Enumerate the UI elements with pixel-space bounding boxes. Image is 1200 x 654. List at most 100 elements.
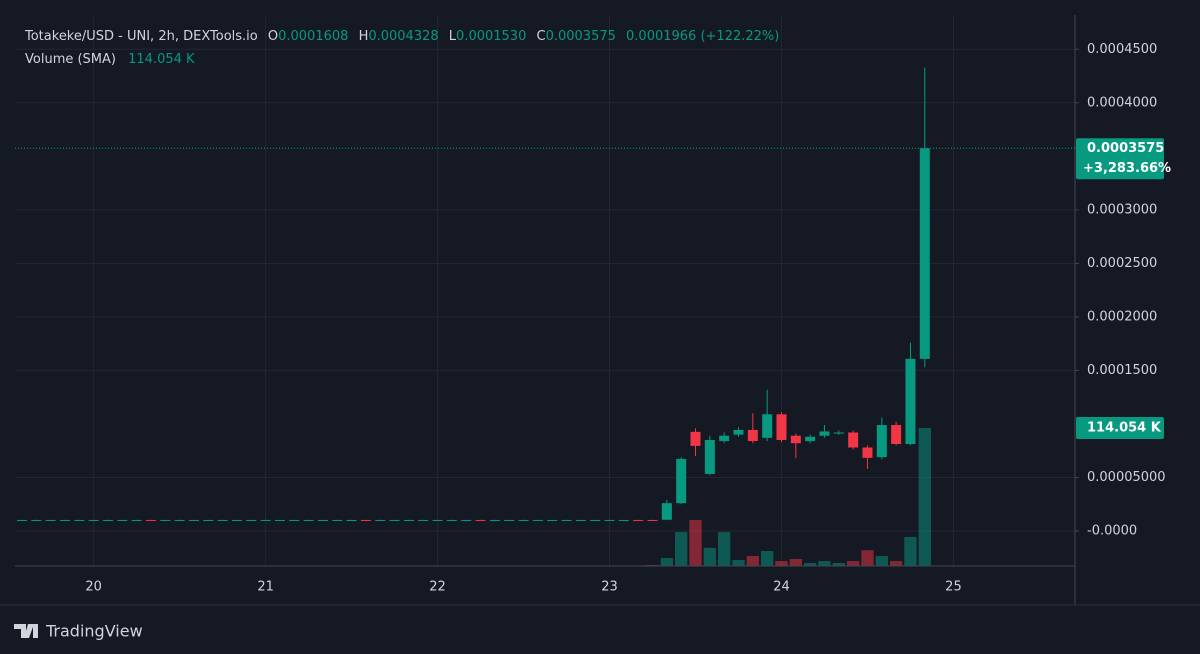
brand: TradingView [14, 622, 143, 641]
x-tick-label: 24 [773, 580, 790, 595]
legend-value: 0.0001530 [456, 29, 526, 44]
candle-body [332, 519, 343, 521]
volume-title: Volume (SMA) [25, 52, 116, 67]
candle-body [74, 519, 85, 521]
y-tick-label: 0.0001500 [1087, 363, 1157, 378]
legend-value: 0.0004328 [368, 29, 438, 44]
volume-bar [803, 562, 817, 566]
candle-body [59, 519, 70, 521]
candle-body [819, 431, 830, 436]
candle-body [174, 519, 185, 521]
candle-body [647, 519, 658, 521]
candle-body [805, 436, 816, 442]
volume-bar [889, 561, 903, 566]
grid [15, 15, 1075, 566]
candle-body [217, 519, 228, 521]
legend-key: O [268, 29, 278, 44]
candle-body [475, 519, 486, 521]
volume-bar [689, 520, 702, 566]
y-tick-label: 0.0004000 [1087, 95, 1157, 110]
candle-body [389, 519, 400, 521]
x-tick-label: 22 [429, 580, 446, 595]
candle-body [231, 519, 242, 521]
volume-bar [746, 555, 759, 566]
volume-bar [732, 559, 745, 566]
candle-body [160, 519, 171, 521]
y-tick-label: 0.00005000 [1087, 470, 1166, 485]
volume-bar [760, 550, 774, 566]
volume-bar [703, 547, 717, 566]
last-change-label: +3,283.66% [1083, 161, 1171, 176]
candle-body [131, 519, 142, 521]
candle-body [432, 519, 443, 521]
legend-key: C [537, 29, 546, 44]
y-tick-label: 0.0004500 [1087, 42, 1157, 57]
volume-bar [832, 562, 845, 566]
candle-body [604, 519, 615, 521]
candle-body [862, 447, 873, 458]
candle-body [633, 519, 644, 521]
candle-body [762, 414, 773, 438]
volume-bar [904, 536, 917, 566]
x-tick-label: 25 [945, 580, 962, 595]
volume-legend: Volume (SMA) 114.054 K [25, 52, 195, 67]
legend-key: H [359, 29, 369, 44]
candle-body [375, 519, 386, 521]
x-tick-label: 21 [257, 580, 274, 595]
candle-body [547, 519, 558, 521]
candle-body [117, 519, 128, 521]
volume-bar [875, 555, 888, 566]
volume-bar [718, 532, 731, 566]
volume-bar [675, 532, 688, 566]
candle-body [418, 519, 429, 521]
candle-body [246, 519, 257, 521]
brand-name: TradingView [45, 622, 143, 641]
x-tick-label: 20 [85, 580, 102, 595]
candle-body [260, 519, 271, 521]
legend-title: Totakeke/USD - UNI, 2h, DEXTools.io [24, 29, 258, 44]
candle-body [733, 429, 744, 435]
candle-body [790, 435, 801, 444]
candle-body [905, 358, 916, 444]
candle-body [504, 519, 515, 521]
legend: Totakeke/USD - UNI, 2h, DEXTools.io O 0.0… [24, 29, 779, 44]
legend-key: L [449, 29, 457, 44]
candle-body [575, 519, 586, 521]
y-tick-label: 0.0002500 [1087, 256, 1157, 271]
brand-logo [14, 624, 38, 638]
candle-body [676, 458, 687, 504]
volume-bar [789, 558, 802, 566]
volume-bar [660, 558, 674, 566]
volume-bar [846, 561, 860, 566]
candle-body [346, 519, 357, 521]
candle-body [532, 519, 543, 521]
candle-body [45, 519, 56, 521]
candle-body [719, 435, 730, 442]
candle-body [102, 519, 113, 521]
legend-change: 0.0001966 (+122.22%) [626, 29, 779, 44]
candle-body [747, 429, 758, 442]
candle-body [833, 432, 844, 434]
candle-body [88, 519, 99, 521]
last-volume-box [1076, 417, 1164, 439]
candle-body [360, 519, 371, 521]
candle-layer [17, 67, 930, 521]
candle-body [145, 519, 156, 521]
candle-body [704, 439, 715, 474]
candle-body [919, 148, 930, 359]
candle-body [876, 425, 887, 458]
candle-body [590, 519, 601, 521]
candle-body [446, 519, 457, 521]
y-tick-label: 0.0003000 [1087, 202, 1157, 217]
volume-bar [775, 561, 788, 566]
candle-body [31, 519, 42, 521]
volume-value: 114.054 K [128, 52, 195, 67]
y-tick-label: -0.0000 [1087, 523, 1137, 538]
volume-bar [918, 428, 931, 566]
candle-body [274, 519, 285, 521]
volume-bar [861, 550, 874, 566]
candle-body [17, 519, 27, 521]
